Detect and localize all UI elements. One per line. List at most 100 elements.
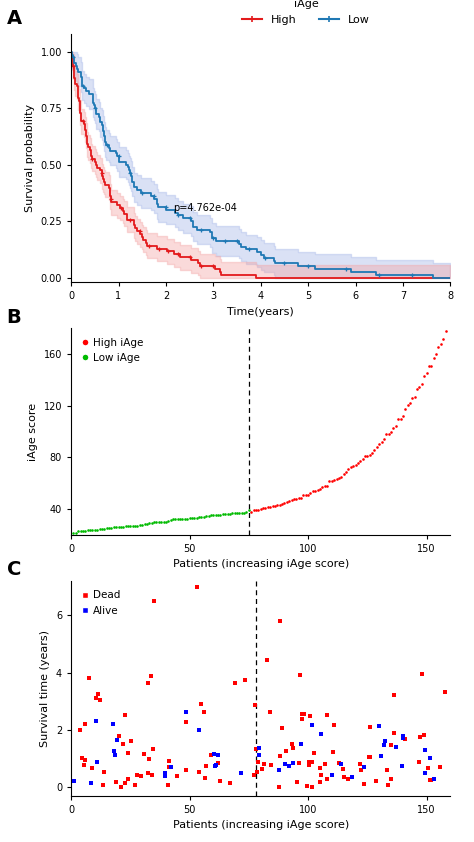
Point	[259, 502, 267, 515]
Y-axis label: iAge score: iAge score	[28, 402, 38, 461]
Point	[105, 521, 113, 535]
Point	[305, 759, 312, 772]
Point	[181, 512, 189, 525]
Point	[262, 501, 269, 514]
Point	[419, 668, 426, 681]
Point	[198, 510, 205, 524]
Point	[92, 715, 100, 728]
Point	[70, 526, 77, 540]
Point	[365, 750, 373, 764]
Point	[119, 738, 127, 751]
Point	[174, 513, 182, 526]
Point	[375, 437, 383, 450]
Point	[122, 708, 129, 722]
Point	[416, 730, 423, 743]
Point	[96, 523, 103, 536]
Point	[295, 757, 303, 770]
Point	[210, 509, 217, 522]
Point	[421, 743, 429, 757]
Point	[238, 506, 246, 520]
Point	[276, 615, 283, 628]
Point	[207, 749, 215, 762]
Point	[255, 504, 262, 517]
Point	[390, 422, 397, 435]
Point	[416, 380, 423, 393]
Point	[321, 757, 328, 770]
Point	[324, 708, 331, 722]
Point	[336, 757, 343, 770]
Point	[117, 520, 125, 533]
Point	[289, 741, 297, 754]
X-axis label: Patients (increasing iAge score): Patients (increasing iAge score)	[173, 820, 349, 830]
Point	[153, 515, 160, 529]
Point	[329, 746, 337, 759]
Point	[161, 766, 169, 780]
Point	[360, 759, 367, 773]
Point	[82, 524, 89, 537]
Point	[279, 721, 286, 734]
Point	[141, 518, 148, 531]
Point	[226, 507, 234, 520]
Point	[198, 697, 205, 711]
Point	[149, 743, 156, 756]
Point	[428, 360, 435, 373]
Point	[89, 761, 96, 775]
Point	[368, 445, 376, 459]
Point	[366, 750, 374, 764]
Point	[214, 508, 222, 521]
Point	[202, 759, 210, 773]
Point	[380, 738, 388, 752]
Point	[148, 768, 155, 781]
Point	[290, 492, 298, 505]
Point	[321, 480, 328, 493]
Point	[302, 488, 310, 502]
Point	[233, 506, 241, 520]
Point	[409, 391, 416, 404]
Point	[297, 738, 305, 751]
Point	[210, 747, 218, 760]
Point	[148, 516, 155, 530]
Point	[380, 432, 388, 445]
Point	[333, 472, 340, 485]
Point	[267, 759, 274, 772]
Point	[253, 765, 260, 779]
Point	[134, 768, 141, 781]
Point	[283, 495, 291, 509]
Point	[110, 743, 118, 757]
Point	[162, 515, 170, 529]
Point	[427, 751, 434, 765]
Point	[310, 746, 318, 759]
Point	[305, 755, 312, 769]
Point	[240, 506, 248, 520]
Point	[319, 480, 326, 493]
Point	[227, 776, 234, 790]
Point	[390, 726, 398, 739]
Point	[144, 766, 151, 780]
Point	[373, 440, 381, 454]
Point	[253, 743, 260, 756]
Point	[435, 341, 442, 354]
Point	[273, 498, 281, 512]
Point	[258, 763, 266, 776]
Point	[167, 760, 175, 774]
Point	[116, 729, 123, 743]
Point	[85, 671, 92, 685]
Point	[400, 729, 407, 743]
Point	[375, 719, 383, 733]
Point	[100, 765, 108, 779]
Point	[308, 754, 316, 768]
Point	[212, 508, 219, 521]
Point	[342, 466, 350, 479]
Point	[307, 487, 314, 500]
Point	[264, 500, 272, 514]
Point	[113, 733, 121, 747]
Point	[420, 370, 428, 383]
Point	[87, 776, 94, 790]
Point	[236, 506, 243, 520]
Point	[428, 773, 435, 786]
Point	[415, 755, 422, 769]
Point	[243, 505, 250, 519]
Point	[278, 498, 286, 511]
Point	[103, 521, 110, 535]
Point	[282, 744, 290, 758]
